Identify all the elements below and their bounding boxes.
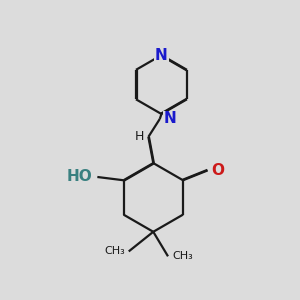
Text: CH₃: CH₃ bbox=[172, 251, 193, 261]
Text: N: N bbox=[155, 48, 168, 63]
Text: CH₃: CH₃ bbox=[104, 246, 125, 256]
Text: N: N bbox=[164, 111, 176, 126]
Text: H: H bbox=[134, 130, 144, 143]
Text: HO: HO bbox=[67, 169, 92, 184]
Text: O: O bbox=[212, 163, 224, 178]
